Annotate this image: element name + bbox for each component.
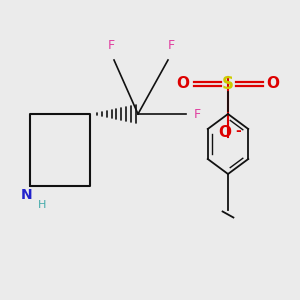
Text: S: S	[222, 75, 234, 93]
Text: O: O	[218, 124, 232, 140]
Text: H: H	[38, 200, 46, 211]
Text: F: F	[107, 40, 115, 52]
Text: N: N	[21, 188, 33, 202]
Text: O: O	[176, 76, 190, 92]
Text: -: -	[236, 124, 241, 137]
Text: F: F	[194, 107, 201, 121]
Text: O: O	[266, 76, 280, 92]
Text: F: F	[167, 40, 175, 52]
